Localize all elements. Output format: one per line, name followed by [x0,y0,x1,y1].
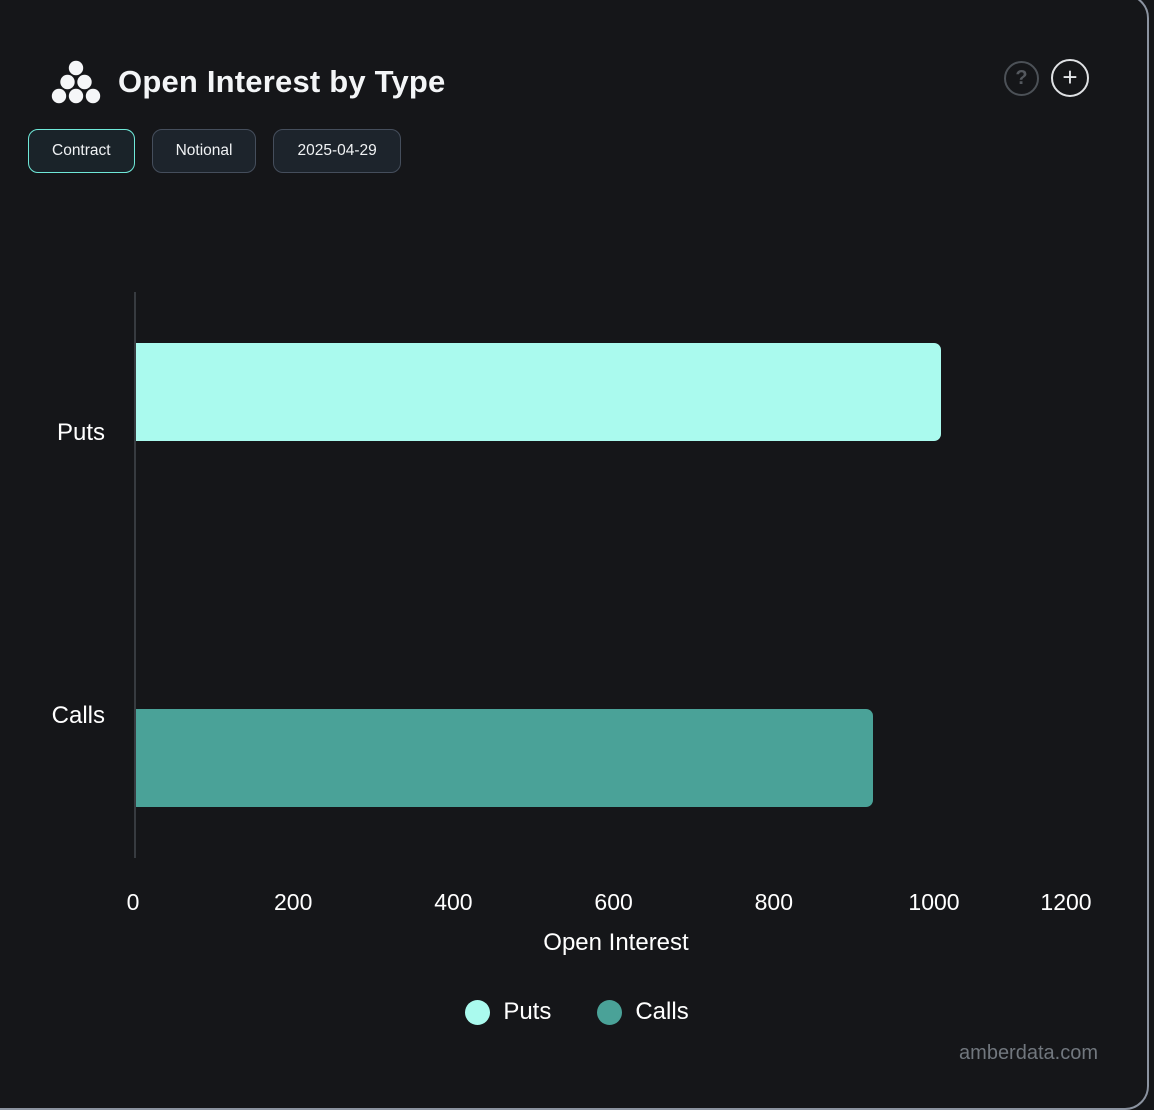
legend-dot-puts [465,999,491,1025]
x-tick-label: 1200 [1040,889,1092,915]
page-title: Open Interest by Type [118,64,446,99]
toggle-notional-button[interactable]: Notional [151,129,257,173]
legend-item-calls[interactable]: Calls [597,998,689,1026]
x-tick-label: 600 [594,889,633,915]
legend-label: Calls [635,998,689,1025]
legend-label: Puts [503,998,552,1025]
amberdata-molecule-icon [51,60,101,104]
category-label-puts: Puts [56,419,105,446]
help-icon[interactable]: ? [1004,61,1039,96]
toolbar: Contract Notional 2025-04-29 [28,129,401,173]
bar-calls[interactable] [136,709,873,807]
plus-icon-glyph: + [1062,61,1078,92]
x-tick-label: 400 [434,889,473,915]
x-axis-title: Open Interest [543,929,689,956]
x-tick-label: 800 [754,889,793,915]
toggle-contract-button[interactable]: Contract [28,129,135,173]
x-tick-label: 0 [126,889,140,915]
legend-dot-calls [597,999,623,1025]
watermark: amberdata.com [959,1042,1098,1064]
category-label-calls: Calls [51,702,105,729]
y-axis-line [134,292,136,858]
help-icon-glyph: ? [1015,67,1028,89]
x-tick-label: 200 [274,889,313,915]
legend: Puts Calls [0,998,1154,1026]
expiry-date-button[interactable]: 2025-04-29 [273,129,401,173]
x-tick-label: 1000 [908,889,960,915]
add-icon[interactable]: + [1051,59,1089,97]
bar-puts[interactable] [136,343,941,441]
legend-item-puts[interactable]: Puts [465,998,551,1026]
